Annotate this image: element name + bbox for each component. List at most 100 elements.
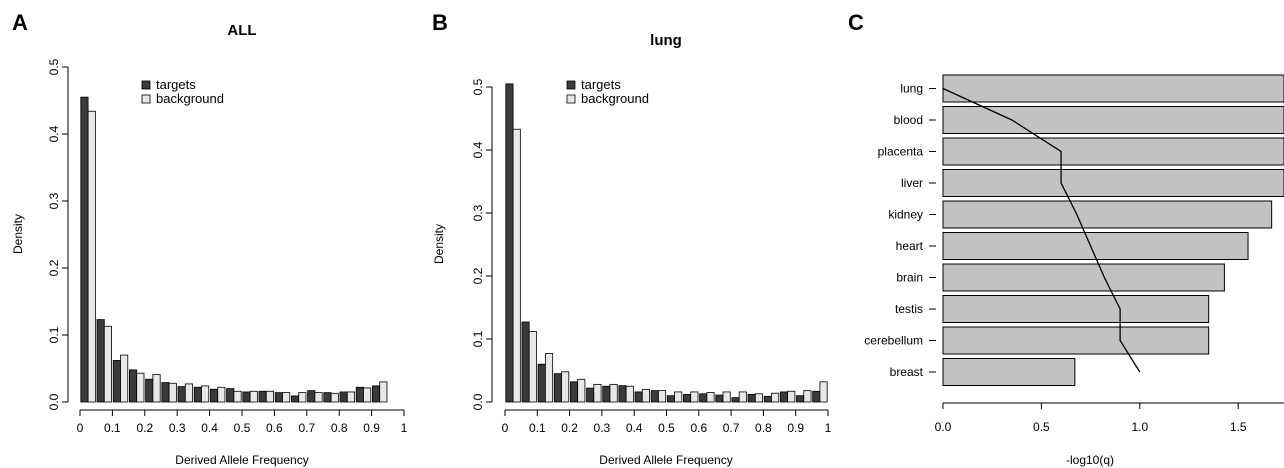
x-tick-label: 0.7 [298, 421, 315, 435]
category-label-brain: brain [896, 271, 923, 285]
bar-targets-9 [650, 390, 659, 403]
bar-targets-3 [553, 373, 562, 403]
bar-cerebellum [942, 326, 1210, 355]
panel-letter-b: B [432, 10, 448, 35]
x-tick-label: 0.8 [331, 421, 348, 435]
x-tick-label: 0.4 [201, 421, 218, 435]
bar-heart [942, 232, 1249, 260]
bar-background-18 [379, 381, 388, 403]
bar-brain [942, 263, 1225, 292]
x-tick-label: 1.0 [1131, 420, 1148, 434]
bar-targets-8 [634, 391, 643, 403]
bars-a [80, 96, 388, 403]
bar-background-18 [803, 390, 812, 403]
bar-targets-15 [323, 392, 332, 403]
panel-a: A ALL Derived Allele Frequency Density 0… [11, 10, 408, 467]
bar-targets-0 [505, 83, 514, 403]
y-tick-label: 0.1 [471, 330, 485, 347]
bar-targets-11 [258, 390, 267, 403]
bar-targets-18 [796, 395, 805, 403]
category-label-kidney: kidney [888, 208, 923, 222]
bar-targets-12 [274, 392, 283, 403]
x-tick-label: 0.7 [723, 421, 740, 435]
x-tick-label: 1 [401, 421, 408, 435]
legend-swatch-targets [566, 80, 576, 90]
bar-targets-12 [699, 393, 708, 403]
bars-c [942, 74, 1284, 386]
bar-background-9 [658, 390, 667, 403]
x-tick-label: 0.3 [594, 421, 611, 435]
y-tick-label: 0.4 [471, 141, 485, 158]
bar-targets-4 [145, 378, 154, 403]
bar-blood [942, 106, 1284, 134]
x-tick-label: 1 [825, 421, 832, 435]
bar-background-17 [363, 387, 372, 403]
y-tick-label: 0.0 [47, 393, 61, 410]
bar-background-12 [282, 392, 291, 403]
panel-c: C -log10(q) lung blood placenta liver kidney… [848, 10, 1284, 467]
x-tick-label: 0.4 [626, 421, 643, 435]
bar-background-8 [641, 388, 650, 403]
category-labels-c: lung blood placenta liver kidney heart brain te… [864, 82, 923, 380]
bar-background-15 [330, 392, 339, 403]
bar-targets-18 [372, 385, 381, 403]
bar-targets-1 [96, 319, 105, 403]
bar-background-2 [544, 353, 554, 403]
bar-background-5 [593, 383, 602, 403]
panel-letter-c: C [848, 10, 864, 35]
y-tick-label: 0.3 [47, 192, 61, 209]
panel-b: B lung Derived Allele Frequency Density … [432, 10, 832, 467]
category-label-heart: heart [896, 239, 924, 253]
bar-targets-19 [812, 390, 821, 403]
bar-background-1 [103, 325, 112, 403]
bar-background-14 [314, 392, 323, 403]
bar-background-7 [201, 385, 210, 403]
bar-targets-17 [779, 391, 789, 403]
bar-background-10 [249, 390, 258, 403]
category-label-liver: liver [901, 176, 923, 190]
x-tick-label: 0.1 [529, 421, 546, 435]
bar-background-0 [512, 128, 521, 403]
x-tick-label: 0.0 [935, 420, 952, 434]
x-tick-label: 0.8 [755, 421, 772, 435]
bar-background-15 [754, 393, 764, 403]
x-tick-label: 0.9 [787, 421, 804, 435]
panel-letter-a: A [12, 10, 28, 35]
legend-label-targets: targets [581, 77, 621, 92]
bars-b [505, 83, 828, 403]
bar-targets-14 [731, 397, 740, 403]
x-axis-label-b: Derived Allele Frequency [599, 453, 732, 467]
bar-background-11 [265, 390, 274, 403]
bar-background-14 [738, 391, 747, 403]
bar-targets-14 [307, 390, 316, 403]
y-tick-label: 0.3 [471, 204, 485, 221]
bar-targets-0 [80, 96, 89, 403]
bar-targets-13 [291, 395, 300, 403]
bar-targets-5 [161, 382, 170, 403]
axes-c: 0.00.51.01.52.02.5 [929, 88, 1284, 434]
bar-background-2 [120, 354, 129, 403]
bar-background-5 [168, 382, 177, 403]
legend-swatch-background [141, 94, 151, 104]
bar-targets-7 [193, 386, 202, 403]
bar-targets-8 [210, 388, 219, 403]
x-tick-label: 0.5 [234, 421, 251, 435]
x-tick-label: 0.9 [363, 421, 380, 435]
axes-a: 0 0.1 0.2 0.3 0.4 0.5 0.6 0.7 0.8 0.9 1 0.0 0.1 0.2 0.… [47, 58, 408, 435]
chart-title-b: lung [650, 32, 682, 49]
bar-background-9 [233, 390, 242, 403]
bar-breast [942, 358, 1076, 386]
bar-background-19 [819, 381, 828, 403]
x-tick-label: 0 [502, 421, 509, 435]
category-label-blood: blood [894, 113, 923, 127]
bar-targets-7 [618, 385, 627, 403]
bar-background-16 [771, 392, 780, 403]
x-tick-label: 0.1 [104, 421, 121, 435]
y-tick-label: 0.4 [47, 125, 61, 142]
bar-targets-5 [586, 387, 595, 403]
bar-targets-3 [129, 369, 138, 403]
bar-lung [942, 74, 1284, 103]
